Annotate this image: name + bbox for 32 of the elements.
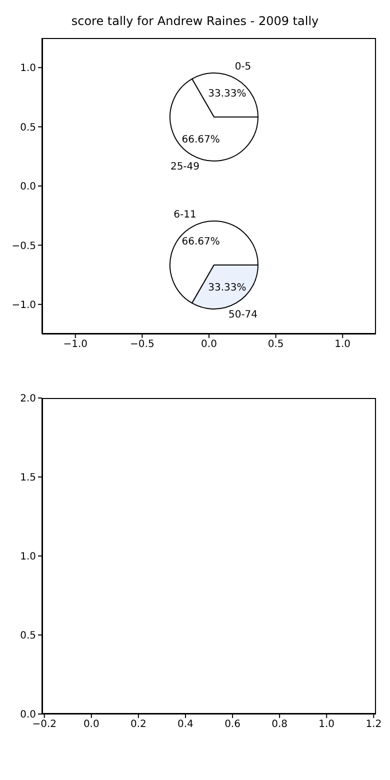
- y-tick-label: 1.0: [20, 63, 36, 74]
- y-tick-label: 0.5: [20, 630, 36, 642]
- y-tick-label: 0.0: [20, 182, 36, 193]
- y-tick-label: 2.0: [20, 394, 36, 405]
- x-tick-label: 0.2: [130, 719, 146, 730]
- slice-label: 50-74: [228, 310, 258, 321]
- y-tick-label: 1.5: [20, 472, 36, 484]
- slice-label: 0-5: [234, 61, 252, 72]
- data-label: 66.67%: [182, 236, 220, 248]
- x-tick-label: 1.2: [366, 719, 382, 730]
- x-tick-label: 0.0: [83, 719, 100, 730]
- x-tick-label: 0.6: [224, 719, 240, 730]
- data-label: 33.33%: [208, 282, 246, 294]
- y-tick-label: 0.0: [20, 710, 36, 721]
- data-label: 33.33%: [208, 88, 246, 100]
- x-tick-label: 0.0: [201, 339, 217, 350]
- x-tick-label: 0.5: [268, 339, 284, 350]
- y-tick-label: 0.5: [20, 122, 36, 134]
- y-tick-label: 1.0: [20, 552, 36, 563]
- y-tick-label: −0.5: [12, 240, 36, 252]
- y-tick-label: −1.0: [12, 300, 36, 311]
- x-tick-label: −0.2: [32, 719, 56, 730]
- x-tick-label: 1.0: [334, 339, 351, 350]
- slice-label: 25-49: [170, 162, 200, 173]
- x-tick-label: 0.4: [178, 719, 194, 730]
- x-tick-label: 0.8: [272, 719, 288, 730]
- slice-label: 6-11: [174, 209, 196, 220]
- x-tick-label: 1.0: [318, 719, 335, 730]
- data-label: 66.67%: [182, 134, 220, 146]
- x-tick-label: −1.0: [63, 339, 88, 350]
- x-tick-label: −0.5: [130, 339, 154, 350]
- chart-title: score tally for Andrew Raines - 2009 tally: [70, 14, 320, 28]
